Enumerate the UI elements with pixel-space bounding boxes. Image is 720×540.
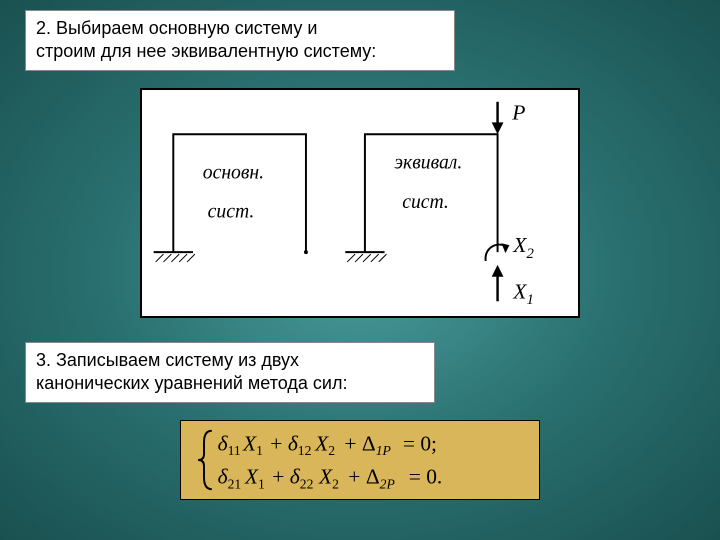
svg-text:X1: X1 <box>242 431 263 458</box>
svg-text:+: + <box>348 464 360 488</box>
svg-text:+: + <box>270 431 282 455</box>
svg-text:Δ2P: Δ2P <box>366 464 395 491</box>
svg-text:= 0;: = 0; <box>403 431 437 455</box>
label-sist2: сист. <box>402 191 449 213</box>
step-3-line1: 3. Записываем систему из двух <box>36 350 299 370</box>
svg-text:δ11: δ11 <box>218 431 241 458</box>
frame1-endpoint <box>304 250 308 254</box>
svg-text:δ22: δ22 <box>290 464 314 491</box>
step-2-line1: 2. Выбираем основную систему и <box>36 18 317 38</box>
brace-icon <box>198 431 212 490</box>
label-X1: X1 <box>512 279 534 308</box>
force-X1-arrowhead <box>492 265 504 277</box>
step-2-line2: строим для нее эквивалентную систему: <box>36 41 376 61</box>
label-X2: X2 <box>512 233 534 262</box>
svg-text:X2: X2 <box>314 431 335 458</box>
equation-1: δ11 X1 + δ12 X2 + Δ1P = 0; <box>218 431 437 458</box>
diagram-svg: основн. сист. эквивал. сист. P X2 X1 <box>142 90 578 316</box>
equation-2: δ21 X1 + δ22 X2 + Δ2P = 0. <box>218 464 443 491</box>
svg-text:= 0.: = 0. <box>409 464 443 488</box>
label-osnov: основн. <box>203 161 264 183</box>
structural-diagram: основн. сист. эквивал. сист. P X2 X1 <box>140 88 580 318</box>
moment-X2-arrowhead <box>501 243 509 253</box>
svg-text:δ21: δ21 <box>218 464 242 491</box>
step-2-text: 2. Выбираем основную систему и строим дл… <box>25 10 455 71</box>
equations-box: δ11 X1 + δ12 X2 + Δ1P = 0; δ21 X1 + δ22 … <box>180 420 540 500</box>
svg-text:+: + <box>272 464 284 488</box>
ground-1-hatch <box>156 254 195 262</box>
step-3-line2: канонических уравнений метода сил: <box>36 373 347 393</box>
svg-text:X1: X1 <box>244 464 265 491</box>
label-P: P <box>511 100 525 124</box>
ground-2-hatch <box>347 254 386 262</box>
force-P-arrowhead <box>492 122 504 134</box>
svg-text:Δ1P: Δ1P <box>362 431 391 458</box>
frame-1 <box>173 134 306 252</box>
svg-text:δ12: δ12 <box>288 431 312 458</box>
svg-text:+: + <box>344 431 356 455</box>
svg-text:X2: X2 <box>318 464 339 491</box>
equations-svg: δ11 X1 + δ12 X2 + Δ1P = 0; δ21 X1 + δ22 … <box>181 421 539 499</box>
step-3-text: 3. Записываем систему из двух каноническ… <box>25 342 435 403</box>
label-ekviv: эквивал. <box>394 152 462 174</box>
label-sist1: сист. <box>208 201 255 223</box>
